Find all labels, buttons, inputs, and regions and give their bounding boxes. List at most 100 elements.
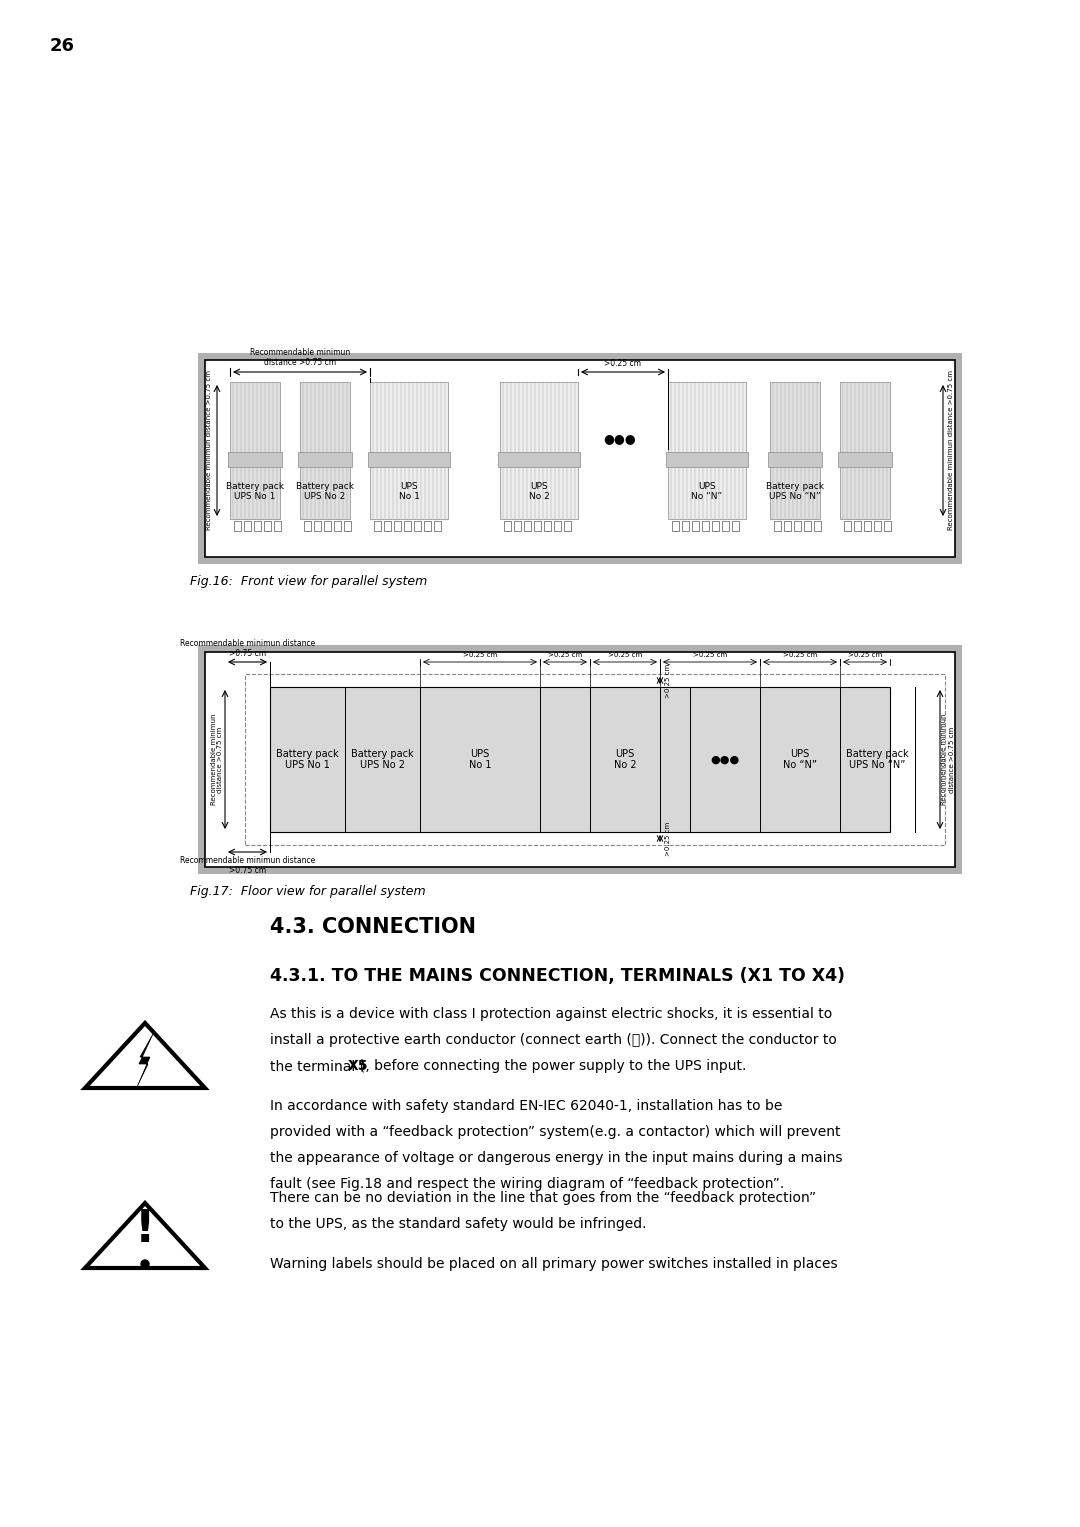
Text: Battery pack
UPS No 2: Battery pack UPS No 2 [296, 483, 354, 501]
Bar [198, 353, 962, 563]
Bar [784, 521, 791, 531]
Text: Recommendable minimun distance >0.75 cm: Recommendable minimun distance >0.75 cm [206, 371, 212, 530]
Text: Recommendable minimun distance >0.75 cm: Recommendable minimun distance >0.75 cm [948, 371, 954, 530]
Text: to the UPS, as the standard safety would be infringed.: to the UPS, as the standard safety would… [270, 1217, 647, 1231]
Text: As this is a device with class I protection against electric shocks, it is essen: As this is a device with class I protect… [270, 1006, 833, 1022]
Bar [500, 382, 578, 519]
Text: Battery pack
UPS No 1: Battery pack UPS No 1 [275, 748, 338, 770]
Text: There can be no deviation in the line that goes from the “feedback protection”: There can be no deviation in the line th… [270, 1191, 816, 1205]
Text: 4.3. CONNECTION: 4.3. CONNECTION [270, 918, 476, 938]
Text: UPS
No 2: UPS No 2 [613, 748, 636, 770]
Bar [368, 452, 450, 467]
Polygon shape [137, 1034, 153, 1087]
Circle shape [141, 1260, 149, 1267]
Bar [314, 521, 321, 531]
Text: Recommendable minimun distance
>0.75 cm: Recommendable minimun distance >0.75 cm [180, 857, 315, 875]
Bar [666, 452, 748, 467]
Bar [843, 521, 851, 531]
Text: Battery pack
UPS No 1: Battery pack UPS No 1 [226, 483, 284, 501]
Bar [414, 521, 421, 531]
Bar [814, 521, 821, 531]
Text: ●●●: ●●● [604, 432, 636, 446]
Text: 4.3.1. TO THE MAINS CONNECTION, TERMINALS (X1 TO X4): 4.3.1. TO THE MAINS CONNECTION, TERMINAL… [270, 967, 845, 985]
Text: UPS
No 1: UPS No 1 [399, 483, 419, 501]
Bar [334, 521, 341, 531]
Bar [254, 521, 261, 531]
Bar [504, 521, 511, 531]
Bar [205, 652, 955, 867]
Polygon shape [85, 1023, 205, 1089]
Text: Battery pack
UPS No “N”: Battery pack UPS No “N” [766, 483, 824, 501]
Text: UPS
No 1: UPS No 1 [469, 748, 491, 770]
Bar [374, 521, 381, 531]
Bar [864, 521, 870, 531]
Bar [234, 521, 241, 531]
Bar [303, 521, 311, 531]
Text: >0.25 cm: >0.25 cm [608, 652, 643, 658]
Text: Recommendable minimun
distance >0.75 cm: Recommendable minimun distance >0.75 cm [211, 713, 224, 805]
Bar [885, 521, 891, 531]
Text: Fig.17:  Floor view for parallel system: Fig.17: Floor view for parallel system [190, 886, 426, 898]
Bar [544, 521, 551, 531]
Bar [245, 673, 945, 844]
Bar [524, 521, 531, 531]
Bar [774, 521, 781, 531]
Text: install a protective earth conductor (connect earth (⏚)). Connect the conductor : install a protective earth conductor (co… [270, 1032, 837, 1048]
Text: Battery pack
UPS No 2: Battery pack UPS No 2 [351, 748, 414, 770]
Text: >0.25 cm: >0.25 cm [848, 652, 882, 658]
Bar [230, 382, 280, 519]
Bar [270, 687, 890, 832]
Text: Recommendable minimun distance
>0.75 cm: Recommendable minimun distance >0.75 cm [180, 638, 315, 658]
Text: In accordance with safety standard EN-IEC 62040-1, installation has to be: In accordance with safety standard EN-IE… [270, 1099, 782, 1113]
Bar [804, 521, 811, 531]
Bar [723, 521, 729, 531]
Text: Battery pack
UPS No “N”: Battery pack UPS No “N” [846, 748, 908, 770]
Text: Recommendable minimun
distance >0.75 cm: Recommendable minimun distance >0.75 cm [942, 713, 955, 805]
Text: >0.25 cm: >0.25 cm [783, 652, 818, 658]
Bar [370, 382, 448, 519]
Bar [300, 382, 350, 519]
Text: Recommendable minimun
distance >0.75 cm: Recommendable minimun distance >0.75 cm [249, 348, 350, 366]
Text: !: ! [135, 1208, 156, 1252]
Bar [692, 521, 699, 531]
Bar [514, 521, 521, 531]
Bar [681, 521, 689, 531]
Text: >0.25 cm: >0.25 cm [605, 359, 642, 368]
Bar [534, 521, 541, 531]
Bar [840, 382, 890, 519]
Text: Warning labels should be placed on all primary power switches installed in place: Warning labels should be placed on all p… [270, 1257, 838, 1270]
Bar [672, 521, 679, 531]
Bar [768, 452, 822, 467]
Text: ), before connecting the power supply to the UPS input.: ), before connecting the power supply to… [360, 1060, 746, 1073]
Bar [384, 521, 391, 531]
Bar [794, 521, 801, 531]
Text: X5: X5 [348, 1060, 368, 1073]
Bar [424, 521, 431, 531]
Bar [712, 521, 719, 531]
Polygon shape [85, 1203, 205, 1267]
Text: fault (see Fig.18 and respect the wiring diagram of “feedback protection”.: fault (see Fig.18 and respect the wiring… [270, 1177, 784, 1191]
Text: Fig.16:  Front view for parallel system: Fig.16: Front view for parallel system [190, 576, 428, 588]
Bar [732, 521, 739, 531]
Bar [498, 452, 580, 467]
Bar [244, 521, 251, 531]
Bar [205, 360, 955, 557]
Bar [198, 644, 962, 873]
Bar [298, 452, 352, 467]
Text: ●●●: ●●● [711, 754, 740, 765]
Text: >0.25 cm: >0.25 cm [548, 652, 582, 658]
Bar [324, 521, 330, 531]
Bar [394, 521, 401, 531]
Text: >0.25 cm: >0.25 cm [463, 652, 497, 658]
Text: UPS
No “N”: UPS No “N” [783, 748, 816, 770]
Bar [274, 521, 281, 531]
Bar [854, 521, 861, 531]
Bar [838, 452, 892, 467]
Text: >0.25 cm: >0.25 cm [693, 652, 727, 658]
Text: 26: 26 [50, 37, 75, 55]
Text: the terminal (: the terminal ( [270, 1060, 365, 1073]
Text: UPS
No “N”: UPS No “N” [691, 483, 723, 501]
Text: provided with a “feedback protection” system(e.g. a contactor) which will preven: provided with a “feedback protection” sy… [270, 1125, 840, 1139]
Bar [874, 521, 881, 531]
Bar [434, 521, 441, 531]
